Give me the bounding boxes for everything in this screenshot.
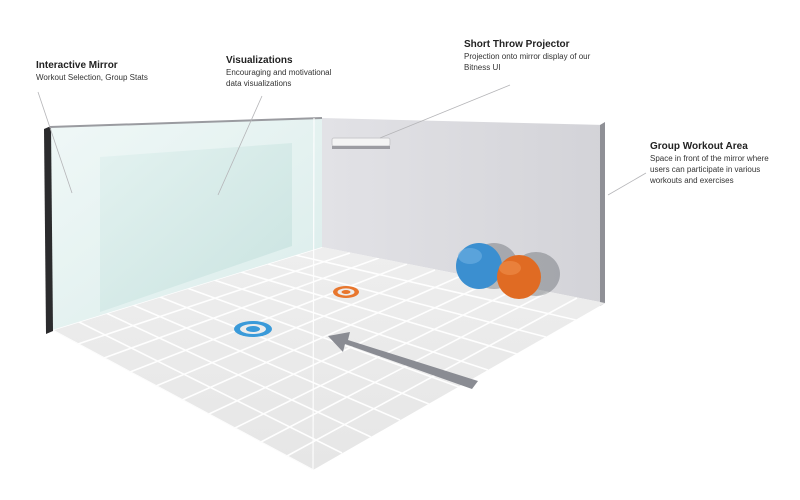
callout-title: Interactive Mirror <box>36 60 118 71</box>
floor-tiles <box>52 247 578 470</box>
callout-description: Workout Selection, Group Stats <box>36 73 148 82</box>
direction-arrow-icon <box>328 332 478 389</box>
callout-description-line-2: data visualizations <box>226 79 292 88</box>
callout-description-line-2: Bitness UI <box>464 63 501 72</box>
orange-target-marker-icon <box>333 286 359 298</box>
blue-target-marker-icon <box>234 321 272 337</box>
callout-description-line-2: users can participate in various <box>650 165 761 174</box>
callout-short-throw-projector: Short Throw Projector Projection onto mi… <box>464 38 634 73</box>
mirror-frame <box>44 126 53 334</box>
callout-description-line-1: Encouraging and motivational <box>226 68 332 77</box>
callout-description-line-1: Space in front of the mirror where <box>650 154 769 163</box>
projector-icon <box>331 137 391 149</box>
callout-leader-lines <box>37 84 647 196</box>
callout-title: Short Throw Projector <box>464 39 570 50</box>
back-wall <box>322 118 605 303</box>
callout-title: Group Workout Area <box>650 141 748 152</box>
callout-description-line-1: Projection onto mirror display of our <box>464 52 591 61</box>
callout-interactive-mirror: Interactive Mirror Workout Selection, Gr… <box>36 59 206 83</box>
callout-visualizations: Visualizations Encouraging and motivatio… <box>226 54 396 89</box>
callout-description-line-3: workouts and exercises <box>650 176 734 185</box>
mirror-display-panel <box>100 143 292 312</box>
callout-group-workout-area: Group Workout Area Space in front of the… <box>650 140 795 186</box>
corner-line <box>312 117 315 471</box>
exercise-balls <box>456 243 560 299</box>
back-wall-edge <box>600 122 605 306</box>
callout-title: Visualizations <box>226 55 293 66</box>
orange-ball-icon <box>497 255 541 299</box>
